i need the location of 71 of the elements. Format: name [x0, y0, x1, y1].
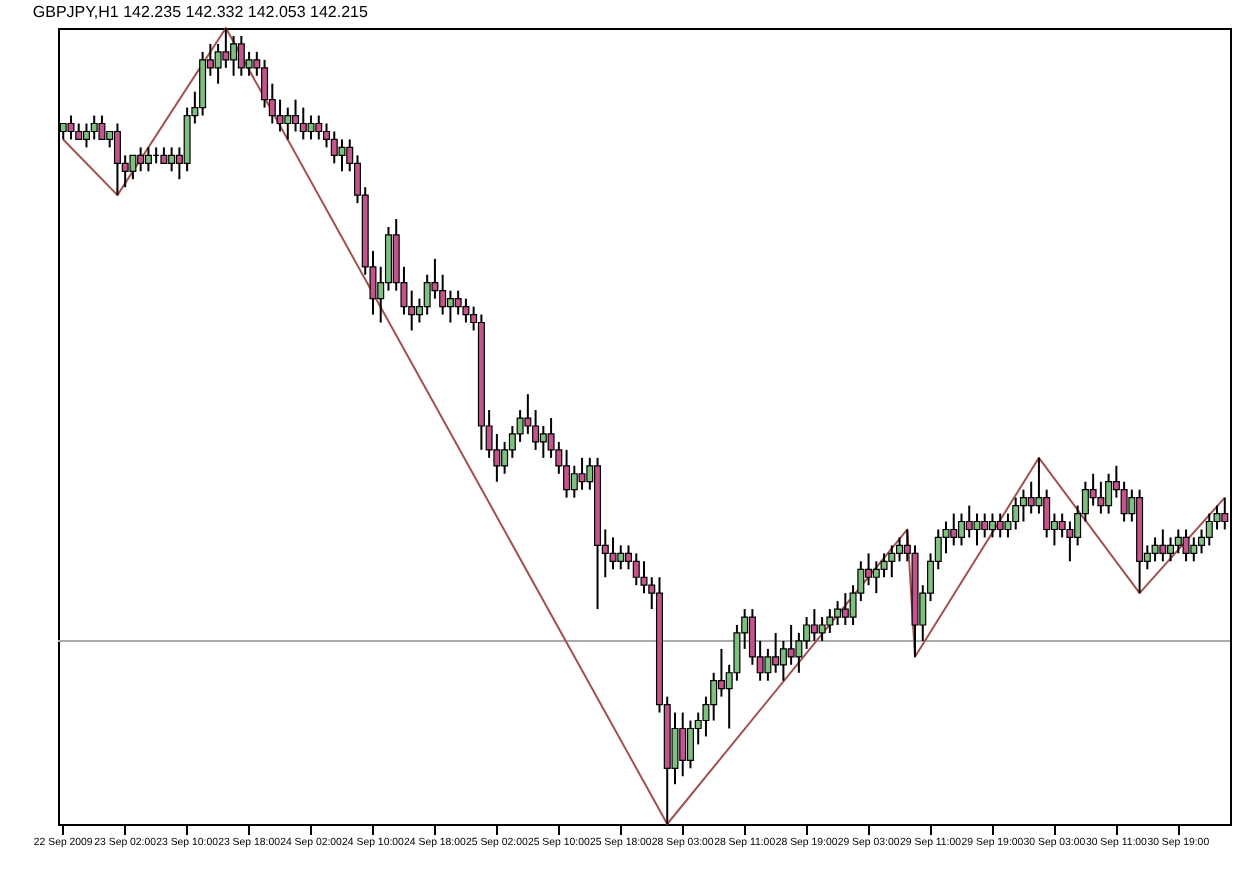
candlestick: [988, 512, 996, 539]
candlestick: [1097, 480, 1105, 515]
candlestick: [973, 512, 981, 547]
candlestick: [307, 114, 315, 141]
candlestick: [524, 393, 532, 435]
candlestick: [981, 512, 989, 539]
candlestick: [82, 122, 90, 149]
candlestick: [129, 154, 137, 181]
candlestick: [446, 289, 454, 324]
candlestick: [98, 114, 106, 141]
candlestick: [1182, 528, 1190, 563]
candlestick: [818, 616, 826, 642]
candlestick: [1012, 496, 1020, 531]
candlestick: [462, 297, 470, 324]
candlestick: [338, 138, 346, 173]
candlestick: [168, 146, 176, 173]
candlestick: [872, 560, 880, 595]
candlestick: [292, 98, 300, 133]
candlestick: [237, 34, 245, 77]
candlestick: [299, 106, 307, 141]
candlestick: [539, 425, 547, 459]
candlestick: [230, 34, 238, 77]
candlestick: [810, 608, 818, 642]
candlestick: [1089, 472, 1097, 507]
candlestick: [1151, 536, 1159, 563]
candlestick: [90, 114, 98, 141]
chart-title: GBPJPY,H1 142.235 142.332 142.053 142.215: [32, 3, 369, 21]
candlestick: [330, 130, 338, 165]
candlestick: [1105, 472, 1113, 515]
candlestick: [950, 512, 958, 547]
candlestick: [1066, 520, 1074, 563]
candlestick: [1120, 480, 1128, 523]
candlestick: [1159, 528, 1167, 563]
candlestick: [1027, 480, 1035, 515]
candlestick: [67, 114, 75, 141]
candlestick: [137, 146, 145, 173]
candlestick: [1205, 512, 1213, 547]
candlestick: [454, 289, 462, 316]
candlestick: [431, 257, 439, 300]
candlestick: [632, 552, 640, 587]
candlestick: [315, 114, 323, 141]
candlestick: [679, 711, 687, 778]
candlestick: [834, 600, 842, 626]
candlestick: [795, 631, 803, 674]
candlestick: [578, 456, 586, 491]
candlestick: [787, 624, 795, 666]
candlestick: [1190, 536, 1198, 563]
candlestick: [996, 512, 1004, 539]
candlestick: [1019, 488, 1027, 523]
candlestick: [563, 448, 571, 499]
candlestick: [671, 711, 679, 786]
candlestick: [841, 592, 849, 626]
candlestick: [113, 122, 121, 197]
candlestick: [686, 719, 694, 770]
candlestick: [570, 464, 578, 499]
candlestick: [717, 647, 725, 698]
candlestick: [826, 608, 834, 634]
candlestick: [764, 647, 772, 682]
candlestick: [199, 50, 207, 117]
candlestick: [772, 631, 780, 674]
candlestick: [1167, 536, 1175, 563]
candlestick: [957, 512, 965, 547]
candlestick: [245, 50, 253, 77]
candlestick: [284, 106, 292, 141]
candlestick: [144, 146, 152, 173]
candlestick: [965, 504, 973, 539]
candlestick: [888, 544, 896, 579]
candlestick: [1174, 528, 1182, 555]
candlestick: [617, 544, 625, 571]
candlestick: [609, 536, 617, 571]
candlestick: [865, 552, 873, 587]
